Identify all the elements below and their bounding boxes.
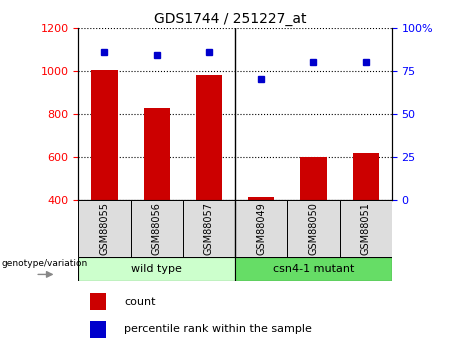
Bar	[91, 70, 118, 200]
Bar	[90, 321, 106, 338]
Bar	[248, 197, 274, 200]
Bar	[287, 200, 340, 257]
Bar	[353, 152, 379, 200]
Bar	[183, 200, 235, 257]
Text: GSM88056: GSM88056	[152, 202, 162, 255]
Text: GSM88051: GSM88051	[361, 202, 371, 255]
Text: GSM88049: GSM88049	[256, 202, 266, 255]
Bar	[301, 157, 326, 200]
Bar	[196, 75, 222, 200]
Bar	[130, 200, 183, 257]
Text: GSM88057: GSM88057	[204, 202, 214, 255]
Bar	[78, 200, 130, 257]
Bar	[78, 257, 235, 281]
Text: GSM88055: GSM88055	[100, 202, 110, 255]
Text: count: count	[124, 297, 156, 306]
Bar	[144, 108, 170, 200]
Bar	[235, 257, 392, 281]
Text: csn4-1 mutant: csn4-1 mutant	[273, 264, 354, 274]
Bar	[90, 293, 106, 310]
Text: GSM88050: GSM88050	[308, 202, 319, 255]
Text: percentile rank within the sample: percentile rank within the sample	[124, 324, 312, 334]
Bar	[340, 200, 392, 257]
Text: GDS1744 / 251227_at: GDS1744 / 251227_at	[154, 12, 307, 26]
Text: genotype/variation: genotype/variation	[1, 259, 88, 268]
Text: wild type: wild type	[131, 264, 182, 274]
Bar	[235, 200, 287, 257]
